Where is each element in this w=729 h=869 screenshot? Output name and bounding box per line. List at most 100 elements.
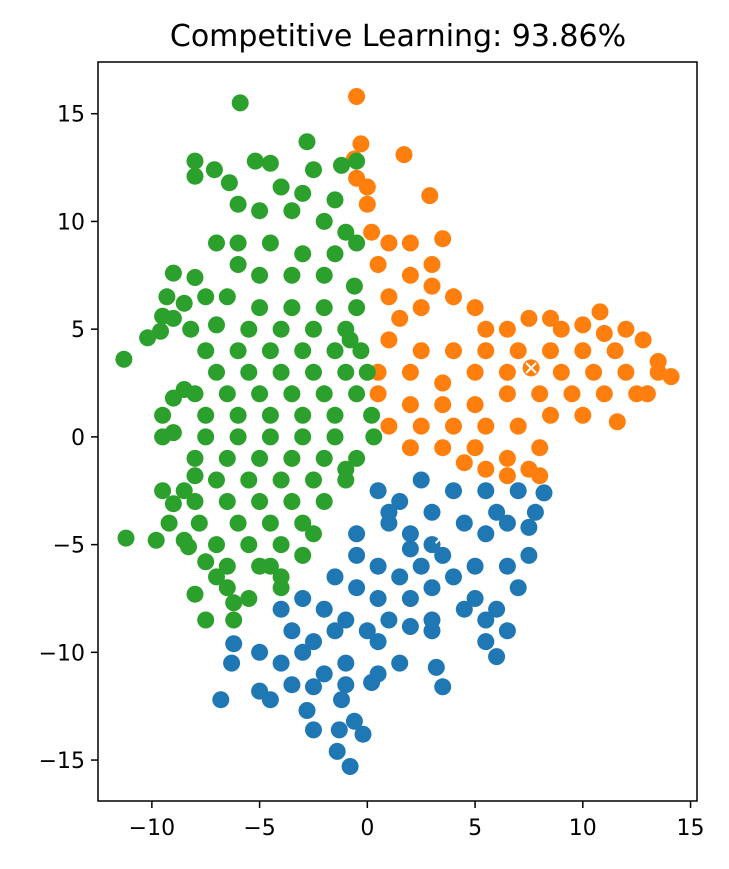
scatter-point-series-0 [434,678,452,696]
scatter-point-series-2 [186,167,204,185]
x-tick-label: −5 [243,816,275,841]
scatter-point-series-1 [498,449,516,467]
scatter-point-series-1 [477,460,495,478]
scatter-point-series-2 [261,557,279,575]
scatter-point-series-2 [315,385,333,403]
scatter-point-series-2 [186,585,204,603]
scatter-point-series-1 [617,363,635,381]
scatter-point-series-0 [348,546,366,564]
scatter-point-series-2 [246,152,264,170]
scatter-point-series-1 [445,288,462,306]
scatter-point-series-1 [445,417,462,435]
scatter-point-series-2 [315,493,333,510]
scatter-point-series-1 [608,413,626,431]
scatter-point-series-1 [649,363,667,381]
scatter-point-series-1 [391,309,409,327]
scatter-point-series-2 [348,152,366,170]
scatter-point-series-1 [412,342,430,360]
scatter-point-series-2 [272,471,290,489]
scatter-point-series-2 [358,363,376,381]
scatter-point-series-1 [445,342,462,360]
scatter-point-series-2 [218,557,236,575]
scatter-point-series-1 [358,178,376,196]
scatter-point-series-0 [488,648,506,666]
scatter-point-series-0 [337,654,355,672]
scatter-point-series-2 [229,234,247,252]
centroid-marker-2 [434,532,447,544]
scatter-point-series-2 [154,406,172,424]
scatter-point-series-1 [401,396,419,414]
scatter-point-series-2 [345,277,363,295]
scatter-point-series-0 [401,540,419,558]
scatter-point-series-0 [348,525,366,543]
scatter-point-series-2 [186,449,204,467]
scatter-point-series-2 [229,428,247,446]
scatter-point-series-1 [617,320,635,338]
scatter-point-series-2 [186,467,204,485]
scatter-point-series-0 [391,493,409,510]
scatter-point-series-2 [251,385,269,403]
scatter-point-series-1 [434,374,452,392]
scatter-point-series-1 [412,299,430,317]
y-tick-label: 0 [71,426,85,451]
scatter-point-series-0 [305,633,322,651]
x-tick-label: 0 [360,816,374,841]
scatter-point-series-2 [218,288,236,306]
scatter-point-series-2 [326,428,344,446]
y-tick-label: −5 [53,534,85,559]
scatter-point-series-0 [535,484,553,502]
scatter-point-series-2 [294,514,312,532]
scatter-point-series-1 [423,256,441,273]
scatter-point-series-1 [509,342,527,360]
scatter-point-series-1 [498,467,516,485]
scatter-point-series-1 [595,385,613,403]
scatter-point-series-2 [294,428,312,446]
scatter-point-series-1 [434,439,452,457]
scatter-point-series-2 [261,154,279,172]
scatter-point-series-2 [229,514,247,532]
scatter-point-series-2 [305,363,322,381]
scatter-point-series-2 [337,223,355,241]
scatter-point-series-0 [341,758,359,775]
scatter-point-series-2 [294,546,312,564]
scatter-point-series-1 [401,363,419,381]
scatter-point-series-2 [197,406,215,424]
scatter-point-series-0 [498,622,516,640]
scatter-point-series-2 [152,322,169,340]
scatter-point-series-2 [180,538,197,556]
scatter-point-series-2 [205,161,223,179]
scatter-point-series-2 [251,202,269,220]
scatter-point-series-2 [283,493,301,510]
scatter-point-series-2 [294,406,312,424]
scatter-point-series-2 [240,471,258,489]
scatter-point-series-1 [574,316,592,334]
scatter-point-series-2 [337,460,355,478]
scatter-point-series-1 [401,266,419,284]
scatter-point-series-0 [477,611,495,629]
scatter-point-series-0 [337,611,355,629]
scatter-point-series-2 [218,449,236,467]
scatter-point-series-1 [638,385,656,403]
scatter-point-series-0 [445,482,462,500]
scatter-point-series-1 [369,256,387,273]
scatter-point-series-2 [182,320,200,338]
scatter-point-series-2 [164,264,182,282]
scatter-point-series-0 [401,590,419,607]
scatter-point-series-2 [283,449,301,467]
scatter-point-series-2 [305,471,322,489]
scatter-point-series-0 [466,557,484,575]
scatter-point-series-2 [229,256,247,273]
scatter-point-series-1 [477,320,495,338]
scatter-point-series-1 [434,396,452,414]
scatter-point-series-1 [498,320,516,338]
scatter-point-series-2 [220,174,238,192]
scatter-point-series-2 [164,495,182,513]
scatter-point-series-0 [272,654,290,672]
scatter-point-series-2 [154,482,172,500]
scatter-point-series-2 [294,184,312,202]
centroid-markers [279,362,537,544]
scatter-point-series-0 [423,503,441,521]
scatter-point-series-0 [434,546,452,564]
scatter-point-series-2 [186,385,204,403]
